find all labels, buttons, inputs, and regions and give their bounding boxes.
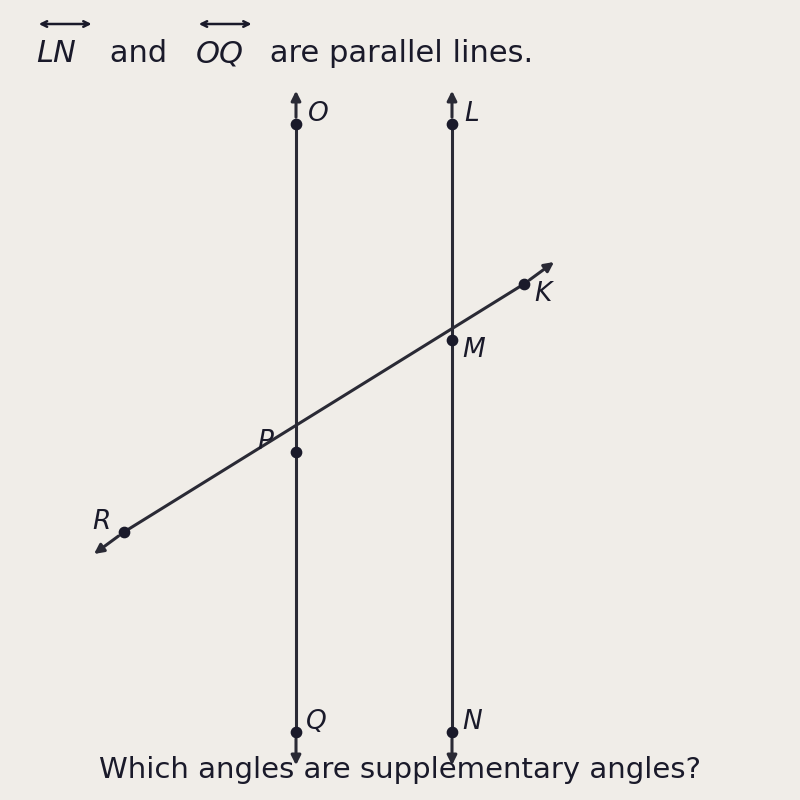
Point [118,526,130,538]
Text: and: and [100,39,177,68]
Text: L: L [464,101,478,126]
Point [290,726,302,738]
Point [446,726,458,738]
Point [290,118,302,130]
Text: N: N [462,709,482,734]
Text: M: M [462,338,485,363]
Text: are parallel lines.: are parallel lines. [260,39,533,68]
Text: R: R [92,509,110,534]
Text: O: O [308,101,329,126]
Point [446,118,458,130]
Text: K: K [534,281,552,306]
Text: Q: Q [306,709,326,734]
Text: LN: LN [36,39,76,68]
Point [290,446,302,458]
Text: P: P [258,429,274,454]
Text: OQ: OQ [196,39,244,68]
Text: Which angles are supplementary angles?: Which angles are supplementary angles? [99,755,701,784]
Point [518,278,530,290]
Point [446,334,458,346]
